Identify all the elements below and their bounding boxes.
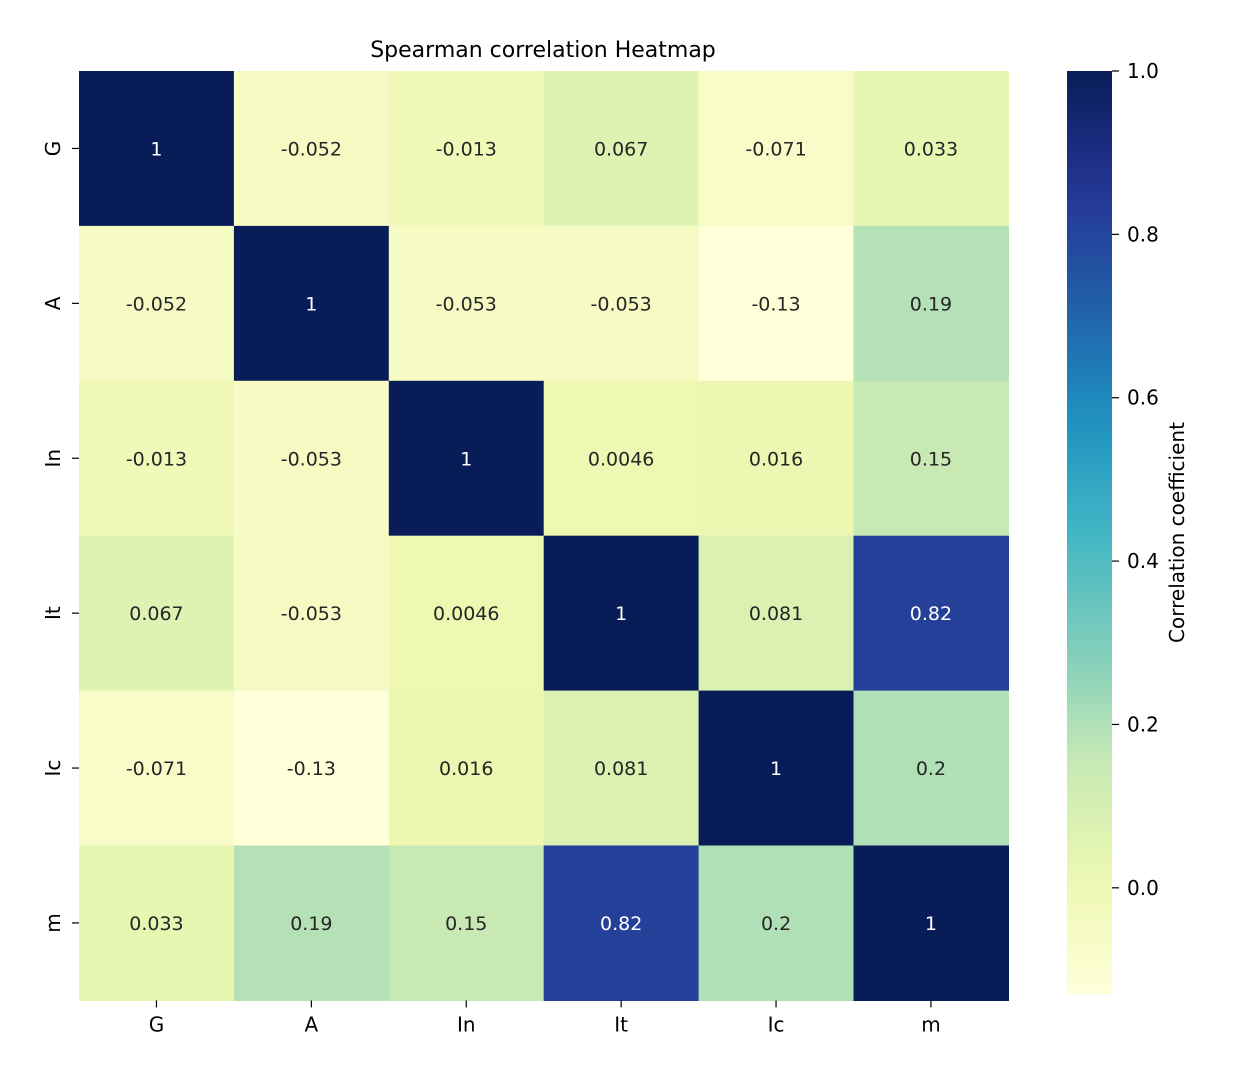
heatmap-cell-A-It — [543, 225, 700, 382]
x-tick-label: G — [149, 1012, 165, 1036]
cell-value-label: 0.0046 — [588, 448, 654, 470]
cell-value-label: -0.053 — [436, 293, 497, 315]
heatmap-cell-It-m — [853, 535, 1009, 692]
heatmap-cell-Ic-It — [543, 690, 700, 847]
cell-value-label: -0.071 — [745, 138, 806, 160]
heatmap-cell-A-In — [388, 225, 545, 382]
cell-value-label: 0.081 — [749, 603, 803, 625]
colorbar-label: Correlation coefficient — [1165, 422, 1189, 643]
cell-value-label: 1 — [150, 138, 162, 160]
colorbar-tick-label: 1.0 — [1127, 59, 1159, 83]
cell-value-label: 1 — [770, 758, 782, 780]
cell-value-label: -0.053 — [591, 293, 652, 315]
heatmap-cell-G-Ic — [698, 71, 855, 227]
cell-value-label: 0.19 — [910, 293, 952, 315]
heatmap-cell-G-G — [79, 71, 235, 227]
cell-value-label: 0.016 — [439, 758, 493, 780]
y-tick-label: A — [41, 296, 65, 310]
x-tick-label: A — [305, 1012, 319, 1036]
heatmap-cell-In-A — [233, 380, 390, 537]
y-tick-label: m — [41, 913, 65, 932]
heatmap-cell-It-A — [233, 535, 390, 692]
heatmap-cell-Ic-m — [853, 690, 1009, 847]
cell-value-label: -0.013 — [436, 138, 497, 160]
y-axis: G A In It Ic m — [41, 141, 79, 933]
heatmap-cell-In-It — [543, 380, 700, 537]
cell-value-label: 0.2 — [761, 913, 791, 935]
cell-value-label: 0.19 — [290, 913, 332, 935]
heatmap-cell-labels: 1 -0.052 -0.013 0.067 -0.071 0.033 -0.052 1 -0.0… — [126, 138, 958, 935]
cell-value-label: -0.053 — [281, 448, 342, 470]
heatmap-cells — [79, 71, 1009, 1001]
heatmap-cell-In-Ic — [698, 380, 855, 537]
heatmap-cell-m-Ic — [698, 845, 855, 1001]
cell-value-label: 0.081 — [594, 758, 648, 780]
cell-value-label: 0.15 — [445, 913, 487, 935]
cell-value-label: 0.033 — [904, 138, 958, 160]
cell-value-label: 0.016 — [749, 448, 803, 470]
y-tick-label: It — [41, 606, 65, 620]
heatmap-cell-A-G — [79, 225, 235, 382]
heatmap-cell-G-In — [388, 71, 545, 227]
cell-value-label: 1 — [305, 293, 317, 315]
cell-value-label: -0.053 — [281, 603, 342, 625]
cell-value-label: 0.033 — [129, 913, 183, 935]
heatmap-cell-Ic-In — [388, 690, 545, 847]
heatmap-cell-In-m — [853, 380, 1009, 537]
cell-value-label: 0.067 — [129, 603, 183, 625]
heatmap-cell-A-Ic — [698, 225, 855, 382]
y-tick-label: In — [41, 449, 65, 468]
heatmap-cell-m-In — [388, 845, 545, 1001]
cell-value-label: 0.2 — [916, 758, 946, 780]
cell-value-label: 1 — [925, 913, 937, 935]
heatmap-cell-It-G — [79, 535, 235, 692]
x-tick-label: Ic — [768, 1012, 785, 1036]
y-tick-label: Ic — [41, 760, 65, 777]
cell-value-label: 1 — [460, 448, 472, 470]
heatmap-cell-It-In — [388, 535, 545, 692]
cell-value-label: 0.067 — [594, 138, 648, 160]
colorbar-tick-label: 0.6 — [1127, 386, 1159, 410]
colorbar-tick-label: 0.0 — [1127, 876, 1159, 900]
heatmap-cell-G-It — [543, 71, 700, 227]
colorbar-tick-label: 0.8 — [1127, 222, 1159, 246]
cell-value-label: 0.15 — [910, 448, 952, 470]
cell-value-label: 0.82 — [600, 913, 642, 935]
x-tick-label: It — [614, 1012, 628, 1036]
cell-value-label: -0.13 — [287, 758, 336, 780]
heatmap-cell-m-It — [543, 845, 700, 1001]
heatmap-cell-It-It — [543, 535, 700, 692]
colorbar: 0.0 0.2 0.4 0.6 0.8 1.0 Correlation coefficien… — [1067, 59, 1189, 994]
x-tick-label: In — [457, 1012, 476, 1036]
heatmap-cell-In-G — [79, 380, 235, 537]
cell-value-label: 0.82 — [910, 603, 952, 625]
cell-value-label: -0.13 — [751, 293, 800, 315]
x-tick-label: m — [921, 1012, 940, 1036]
heatmap-cell-A-m — [853, 225, 1009, 382]
heatmap-cell-G-m — [853, 71, 1009, 227]
chart-title: Spearman correlation Heatmap — [370, 38, 716, 63]
heatmap-cell-A-A — [233, 225, 390, 382]
y-tick-label: G — [41, 141, 65, 157]
heatmap-cell-Ic-G — [79, 690, 235, 847]
heatmap-cell-m-A — [233, 845, 390, 1001]
heatmap-cell-G-A — [233, 71, 390, 227]
heatmap-cell-Ic-A — [233, 690, 390, 847]
colorbar-tick-label: 0.2 — [1127, 712, 1159, 736]
colorbar-tick-label: 0.4 — [1127, 549, 1159, 573]
cell-value-label: -0.071 — [126, 758, 187, 780]
x-axis: G A In It Ic m — [149, 1000, 941, 1036]
cell-value-label: -0.052 — [281, 138, 342, 160]
heatmap-cell-m-G — [79, 845, 235, 1001]
heatmap-cell-It-Ic — [698, 535, 855, 692]
cell-value-label: -0.052 — [126, 293, 187, 315]
heatmap-cell-Ic-Ic — [698, 690, 855, 847]
heatmap-cell-m-m — [853, 845, 1009, 1001]
colorbar-gradient — [1067, 71, 1112, 994]
cell-value-label: -0.013 — [126, 448, 187, 470]
cell-value-label: 1 — [615, 603, 627, 625]
heatmap-cell-In-In — [388, 380, 545, 537]
cell-value-label: 0.0046 — [433, 603, 499, 625]
